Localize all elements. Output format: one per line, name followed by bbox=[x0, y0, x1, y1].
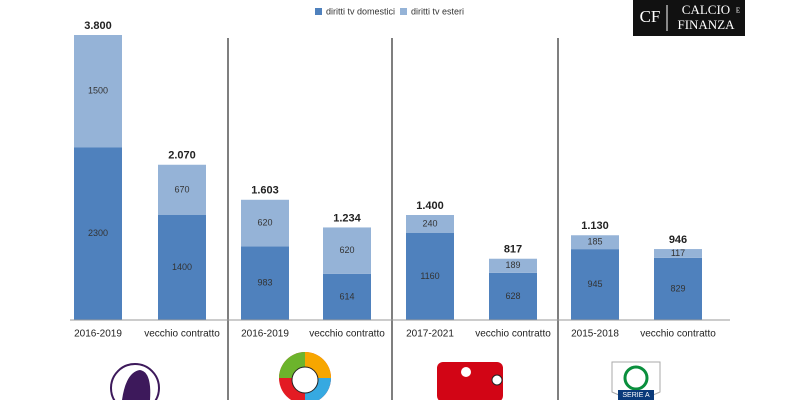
total-label: 1.400 bbox=[416, 200, 444, 212]
bar-segment bbox=[654, 257, 702, 320]
segment-label: 628 bbox=[505, 291, 520, 301]
total-label: 2.070 bbox=[168, 150, 196, 162]
x-tick-label: 2017-2021 bbox=[406, 329, 454, 340]
bar-segment bbox=[571, 235, 619, 250]
segment-label: 1160 bbox=[420, 271, 439, 281]
bar-segment bbox=[323, 227, 371, 274]
bundesliga-logo bbox=[437, 362, 503, 400]
bar-segment bbox=[323, 273, 371, 320]
segment-label: 117 bbox=[671, 248, 685, 258]
logo-text: SERIE A bbox=[622, 392, 650, 399]
legend-label: diritti tv domestici bbox=[326, 6, 395, 16]
segment-label: 620 bbox=[339, 245, 354, 255]
total-label: 817 bbox=[504, 244, 522, 256]
brand-box bbox=[633, 0, 745, 36]
brand-line2: FINANZA bbox=[677, 17, 735, 32]
x-tick-label: 2016-2019 bbox=[74, 329, 122, 340]
segment-label: 1500 bbox=[88, 86, 108, 96]
segment-label: 185 bbox=[587, 237, 602, 247]
segment-label: 620 bbox=[257, 217, 272, 227]
brand-mark: CF bbox=[640, 7, 661, 26]
segment-label: 240 bbox=[422, 218, 437, 228]
bar-segment bbox=[406, 233, 454, 320]
x-tick-label: vecchio contratto bbox=[475, 329, 551, 340]
bar-segment bbox=[654, 249, 702, 258]
legend-label: diritti tv esteri bbox=[411, 6, 464, 16]
total-label: 1.234 bbox=[333, 212, 361, 224]
x-tick-label: vecchio contratto bbox=[309, 329, 385, 340]
x-tick-label: vecchio contratto bbox=[640, 329, 716, 340]
total-label: 946 bbox=[669, 234, 687, 246]
bar-segment bbox=[571, 249, 619, 320]
legend-swatch bbox=[400, 8, 407, 15]
bar-segment bbox=[74, 35, 122, 148]
segment-label: 2300 bbox=[88, 228, 108, 238]
legend-swatch bbox=[315, 8, 322, 15]
bar-segment bbox=[489, 258, 537, 273]
bar-segment bbox=[489, 272, 537, 320]
serie-a-logo: SERIE A bbox=[611, 361, 661, 400]
segment-label: 614 bbox=[339, 291, 354, 301]
x-tick-label: 2015-2018 bbox=[571, 329, 619, 340]
segment-label: 670 bbox=[174, 184, 189, 194]
segment-label: 189 bbox=[505, 260, 520, 270]
laliga-logo bbox=[279, 352, 331, 400]
total-label: 1.130 bbox=[581, 220, 609, 232]
bar-segment bbox=[406, 215, 454, 233]
bar-segment bbox=[241, 199, 289, 247]
total-label: 3.800 bbox=[84, 20, 112, 32]
x-tick-label: 2016-2019 bbox=[241, 329, 289, 340]
segment-label: 829 bbox=[670, 283, 685, 293]
total-label: 1.603 bbox=[251, 185, 279, 197]
bar-segment bbox=[74, 147, 122, 320]
brand-joiner: E bbox=[736, 7, 740, 15]
x-tick-label: vecchio contratto bbox=[144, 329, 220, 340]
brand-line1: CALCIO bbox=[682, 2, 730, 17]
segment-label: 945 bbox=[587, 279, 602, 289]
segment-label: 1400 bbox=[172, 262, 192, 272]
bar-segment bbox=[158, 215, 206, 320]
bar-segment bbox=[241, 246, 289, 320]
bar-segment bbox=[158, 164, 206, 215]
premier-league-logo bbox=[110, 363, 160, 400]
segment-label: 983 bbox=[257, 278, 272, 288]
